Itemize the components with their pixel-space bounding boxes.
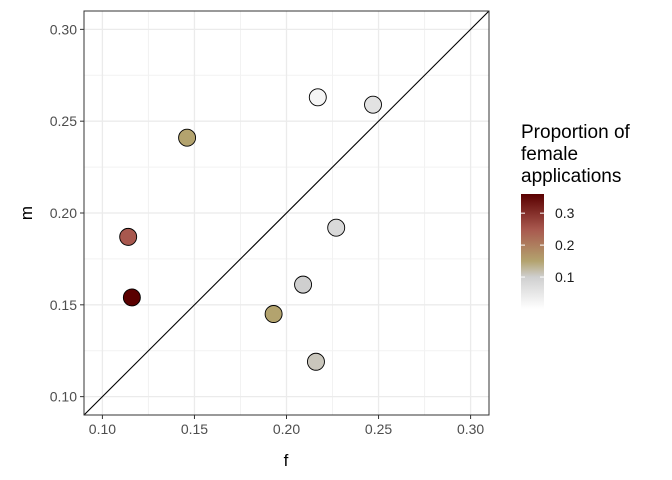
y-tick-label: 0.10	[50, 389, 77, 405]
y-tick-label: 0.30	[50, 21, 77, 37]
data-point	[294, 275, 313, 294]
legend-colorbar	[521, 194, 544, 309]
legend-title-line-2: female	[521, 144, 578, 165]
y-axis-ticks: 0.10 0.15 0.20 0.25 0.30	[50, 21, 84, 405]
legend-tick-label: 0.3	[555, 205, 575, 221]
x-axis-ticks: 0.10 0.15 0.20 0.25 0.30	[89, 415, 484, 437]
legend-ticks: 0.1 0.2 0.3	[521, 205, 575, 285]
data-point	[122, 288, 141, 307]
data-point	[119, 227, 138, 246]
data-point	[178, 128, 197, 147]
x-axis-title: f	[284, 451, 289, 470]
x-tick-label: 0.20	[273, 421, 300, 437]
y-tick-label: 0.20	[50, 205, 77, 221]
y-axis-title: m	[17, 206, 36, 220]
data-points	[119, 88, 382, 371]
legend-tick-label: 0.1	[555, 269, 575, 285]
data-point	[308, 88, 327, 107]
x-tick-label: 0.15	[181, 421, 208, 437]
color-legend: Proportion of female applications 0.1 0.2…	[521, 122, 631, 309]
data-point	[307, 352, 325, 371]
y-tick-label: 0.15	[50, 297, 77, 313]
legend-title-line-1: Proportion of	[521, 122, 631, 143]
legend-title-line-3: applications	[521, 166, 621, 187]
reference-line-layer	[84, 11, 489, 415]
x-tick-label: 0.30	[457, 421, 484, 437]
x-tick-label: 0.10	[89, 421, 116, 437]
legend-tick-label: 0.2	[555, 237, 575, 253]
data-point	[364, 95, 382, 114]
identity-reference-line	[84, 11, 489, 415]
y-tick-label: 0.25	[50, 113, 77, 129]
x-tick-label: 0.25	[365, 421, 392, 437]
data-point	[264, 305, 283, 323]
data-point	[327, 218, 346, 237]
